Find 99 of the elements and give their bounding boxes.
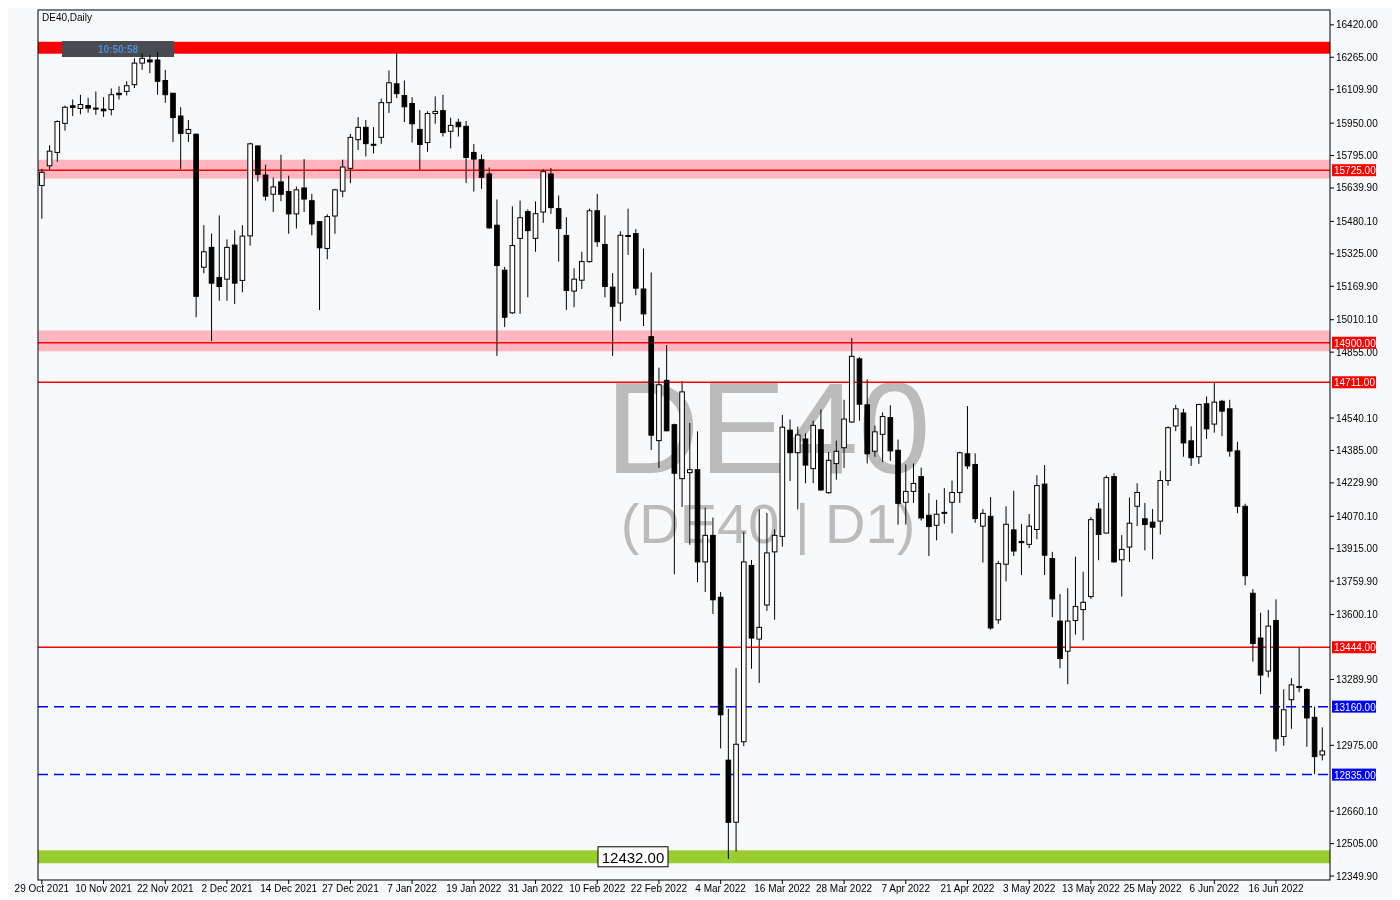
candlestick [571, 267, 577, 308]
y-tick-label: 14540.10 [1336, 412, 1379, 424]
x-tick-label: 21 Apr 2022 [940, 883, 995, 894]
candlestick [926, 492, 932, 557]
y-tick-label: 14855.00 [1336, 346, 1379, 358]
candlestick [147, 54, 153, 74]
x-tick-label: 22 Feb 2022 [630, 883, 688, 894]
candlestick [409, 96, 415, 144]
candlestick [1219, 399, 1225, 437]
chart-title: DE40,Daily [42, 12, 93, 23]
y-tick-label: 13289.90 [1336, 673, 1379, 685]
candlestick [432, 95, 439, 125]
y-tick-label: 12975.00 [1336, 739, 1379, 751]
candlestick [370, 126, 377, 154]
candlestick [471, 143, 477, 193]
x-tick-label: 31 Jan 2022 [507, 883, 564, 894]
candlestick [478, 154, 485, 190]
y-tick-label: 16265.00 [1336, 51, 1379, 63]
y-tick-label: 16420.00 [1336, 19, 1379, 31]
ref-line-label: 13444.00 [1334, 642, 1377, 654]
candlestick [555, 195, 562, 263]
candlestick [1288, 677, 1295, 730]
x-tick-label: 10 Feb 2022 [569, 883, 626, 894]
x-tick-label: 10 Nov 2021 [75, 883, 133, 894]
y-tick-label: 15639.90 [1336, 182, 1379, 194]
x-tick-label: 7 Jan 2022 [387, 883, 438, 894]
x-tick-label: 22 Nov 2021 [136, 883, 195, 894]
candlestick [1118, 534, 1125, 598]
candlestick [363, 119, 369, 157]
x-tick-label: 3 May 2022 [1003, 883, 1056, 894]
y-tick-label: 14070.10 [1336, 510, 1379, 522]
candlestick [1296, 646, 1302, 693]
candlestick [964, 405, 971, 470]
y-tick-label: 15169.90 [1336, 280, 1379, 292]
candlestick [393, 52, 400, 99]
candlestick [941, 487, 948, 525]
ref-line-label: 12835.00 [1334, 769, 1377, 781]
ref-line-label: 15725.00 [1334, 165, 1377, 177]
candlestick [625, 208, 631, 256]
candlestick [139, 52, 145, 71]
candlestick [980, 508, 986, 564]
candlestick [386, 69, 392, 114]
x-tick-label: 25 May 2022 [1123, 883, 1182, 894]
x-tick-label: 4 Mar 2022 [695, 883, 747, 894]
band-label: 12432.00 [601, 848, 665, 866]
ref-line-label: 13160.00 [1334, 701, 1377, 713]
candlestick [517, 200, 523, 315]
x-tick-label: 13 May 2022 [1061, 883, 1121, 894]
x-tick-label: 29 Oct 2021 [14, 883, 70, 894]
candlestick [1126, 496, 1133, 563]
candlestick [524, 208, 531, 298]
y-tick-label: 15950.00 [1336, 117, 1379, 129]
x-tick-label: 2 Dec 2021 [201, 883, 253, 894]
y-tick-label: 15480.10 [1336, 215, 1379, 227]
x-tick-label: 7 Apr 2022 [881, 883, 931, 894]
candlestick [1142, 502, 1148, 551]
y-tick-label: 15325.00 [1336, 248, 1379, 260]
candlestick [201, 224, 207, 274]
candlestick [440, 94, 446, 138]
x-tick-label: 16 Mar 2022 [754, 883, 811, 894]
candlestick [1149, 508, 1156, 560]
x-tick-label: 28 Mar 2022 [815, 883, 873, 894]
candlestick [85, 97, 91, 114]
candlestick [1080, 571, 1086, 641]
candlestick [301, 158, 307, 213]
x-tick-label: 14 Dec 2021 [260, 883, 318, 894]
candlestick [578, 251, 585, 290]
candlestick [417, 109, 423, 171]
candlestick [355, 116, 361, 151]
ref-line-label: 14711.00 [1334, 377, 1376, 389]
y-tick-label: 13600.10 [1336, 609, 1379, 621]
y-tick-label: 13759.90 [1336, 575, 1379, 587]
candlestick [278, 154, 284, 202]
y-tick-label: 14229.90 [1336, 477, 1379, 489]
candlestick [62, 105, 68, 132]
candlestick [116, 85, 122, 101]
candlestick [1134, 482, 1140, 527]
x-tick-label: 19 Jan 2022 [446, 883, 502, 894]
y-tick-label: 12349.90 [1336, 870, 1379, 882]
y-tick-label: 15795.00 [1336, 150, 1379, 162]
candlestick [93, 91, 99, 116]
candlestick [309, 193, 315, 236]
y-tick-label: 16109.90 [1336, 84, 1379, 96]
candlestick [131, 57, 138, 89]
candlestick [1026, 513, 1032, 549]
y-tick-label: 13915.00 [1336, 543, 1379, 555]
x-tick-label: 27 Dec 2021 [322, 883, 380, 894]
candlestick [1188, 425, 1194, 467]
y-tick-label: 12505.00 [1336, 838, 1379, 850]
y-tick-label: 12660.10 [1336, 805, 1379, 817]
y-tick-label: 14385.00 [1336, 444, 1379, 456]
x-tick-label: 6 Jun 2022 [1189, 883, 1240, 894]
ref-line-label: 14900.00 [1334, 337, 1377, 349]
candlestick [933, 499, 940, 541]
annotation: 10:50:58 [97, 44, 139, 55]
candlestick [401, 79, 408, 123]
candlestick [949, 480, 955, 534]
y-tick-label: 15010.10 [1336, 314, 1379, 326]
x-tick-label: 16 Jun 2022 [1248, 883, 1304, 894]
